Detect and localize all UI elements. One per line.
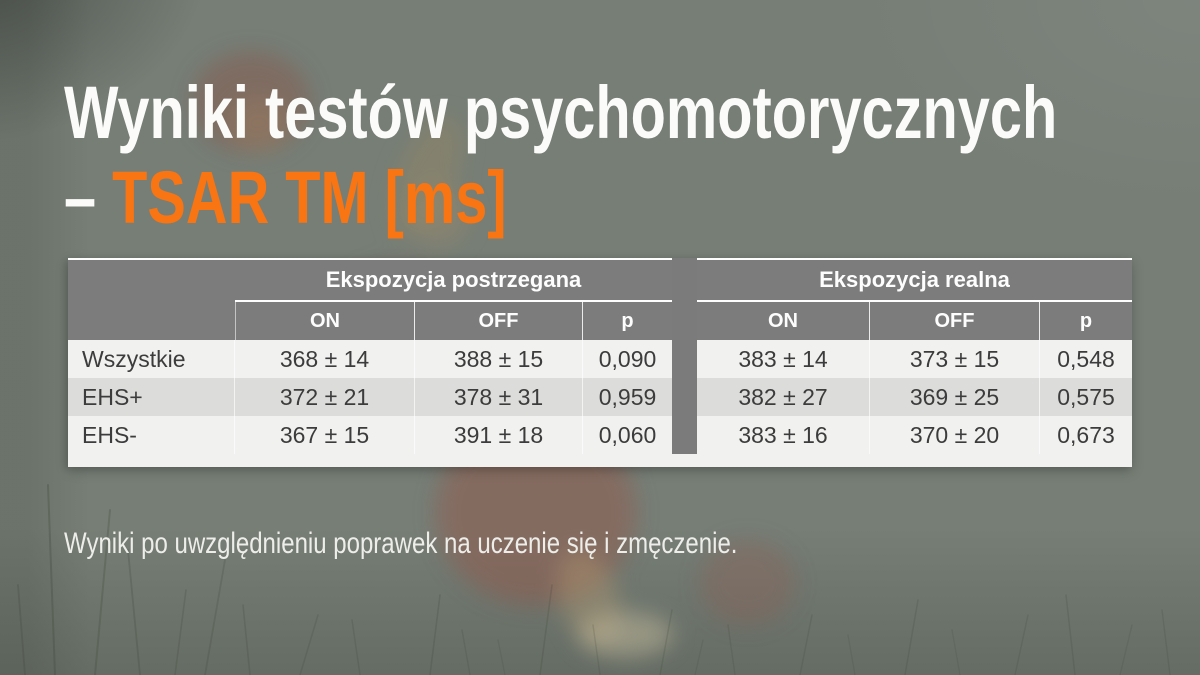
cell-ehsplus-real-on: 382 ± 27 (697, 378, 870, 416)
cell-ehsplus-perceived-on: 372 ± 21 (235, 378, 415, 416)
col-header-on-right: ON (697, 302, 870, 340)
cell-wszystkie-real-p: 0,548 (1040, 340, 1132, 378)
cell-wszystkie-perceived-on: 368 ± 14 (235, 340, 415, 378)
row-label-ehs-plus: EHS+ (68, 378, 235, 416)
footnote-text: Wyniki po uwzględnieniu poprawek na ucze… (64, 527, 738, 560)
title-line-1: Wyniki testów psychomotorycznych (64, 71, 1058, 154)
table-group-divider (672, 258, 697, 454)
photo-red-hood-blob (192, 52, 310, 152)
grass-silhouette (17, 484, 1171, 675)
photo-face-blob (228, 96, 290, 152)
col-header-off-left: OFF (415, 302, 583, 340)
cell-ehsminus-perceived-off: 391 ± 18 (415, 416, 583, 454)
row-label-ehs-minus: EHS- (68, 416, 235, 454)
cell-wszystkie-real-off: 373 ± 15 (870, 340, 1040, 378)
col-header-off-right: OFF (870, 302, 1040, 340)
cell-ehsplus-perceived-off: 378 ± 31 (415, 378, 583, 416)
column-group-perceived-exposure: Ekspozycja postrzegana (235, 258, 672, 302)
table-bottom-band (68, 454, 1132, 467)
title-line-2: – TSAR TM [ms] (64, 155, 507, 240)
cell-ehsplus-real-off: 369 ± 25 (870, 378, 1040, 416)
cell-ehsplus-real-p: 0,575 (1040, 378, 1132, 416)
column-group-real-exposure: Ekspozycja realna (697, 258, 1132, 302)
cell-ehsminus-real-off: 370 ± 20 (870, 416, 1040, 454)
table-stub-header (68, 302, 235, 340)
cell-ehsminus-perceived-p: 0,060 (583, 416, 672, 454)
col-header-p-right: p (1040, 302, 1132, 340)
title-accent-text: TSAR TM [ms] (112, 156, 507, 239)
cell-ehsminus-real-on: 383 ± 16 (697, 416, 870, 454)
photo-hand-blob (412, 186, 470, 248)
cell-ehsminus-real-p: 0,673 (1040, 416, 1132, 454)
results-table: Ekspozycja postrzegana Ekspozycja realna… (68, 258, 1132, 467)
slide-title: Wyniki testów psychomotorycznych – TSAR … (64, 70, 1200, 240)
cell-wszystkie-perceived-p: 0,090 (583, 340, 672, 378)
cell-wszystkie-real-on: 383 ± 14 (697, 340, 870, 378)
col-header-on-left: ON (235, 302, 415, 340)
title-dash: – (64, 156, 113, 239)
col-header-p-left: p (583, 302, 672, 340)
row-label-wszystkie: Wszystkie (68, 340, 235, 378)
cell-wszystkie-perceived-off: 388 ± 15 (415, 340, 583, 378)
photo-calf-blob (700, 540, 795, 625)
table-corner-cell (68, 258, 235, 302)
cell-ehsminus-perceived-on: 367 ± 15 (235, 416, 415, 454)
slide-footnote: Wyniki po uwzględnieniu poprawek na ucze… (64, 527, 906, 561)
cell-ehsplus-perceived-p: 0,959 (583, 378, 672, 416)
photo-shoe-blob (578, 612, 673, 657)
